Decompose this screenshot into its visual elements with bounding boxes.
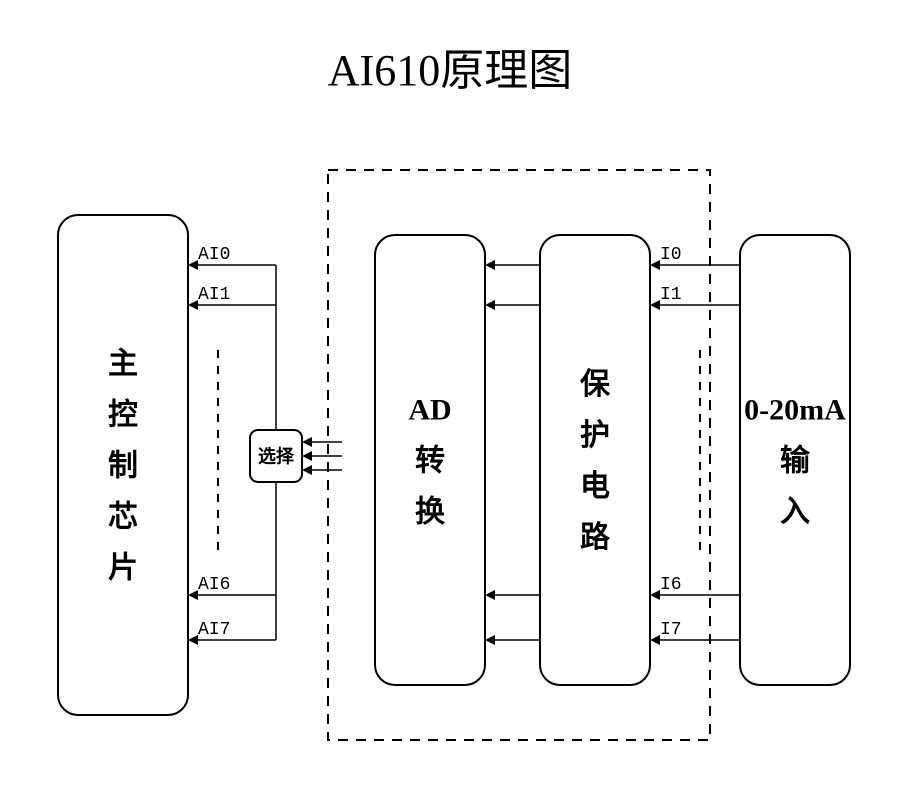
box-sel-label: 选择 bbox=[258, 445, 295, 466]
signal-I7: I7 bbox=[660, 620, 682, 640]
diagram-canvas: AI610原理图主控制芯片AD转换保护电路0-20mA输入选择AI0AI1AI6… bbox=[0, 0, 900, 794]
signal-I0: I0 bbox=[660, 245, 682, 265]
signal-I6: I6 bbox=[660, 575, 682, 595]
signal-AI7: AI7 bbox=[198, 620, 230, 640]
signal-AI6: AI6 bbox=[198, 575, 230, 595]
signal-AI0: AI0 bbox=[198, 245, 230, 265]
signal-I1: I1 bbox=[660, 285, 682, 305]
signal-AI1: AI1 bbox=[198, 285, 230, 305]
diagram-title: AI610原理图 bbox=[328, 46, 572, 95]
